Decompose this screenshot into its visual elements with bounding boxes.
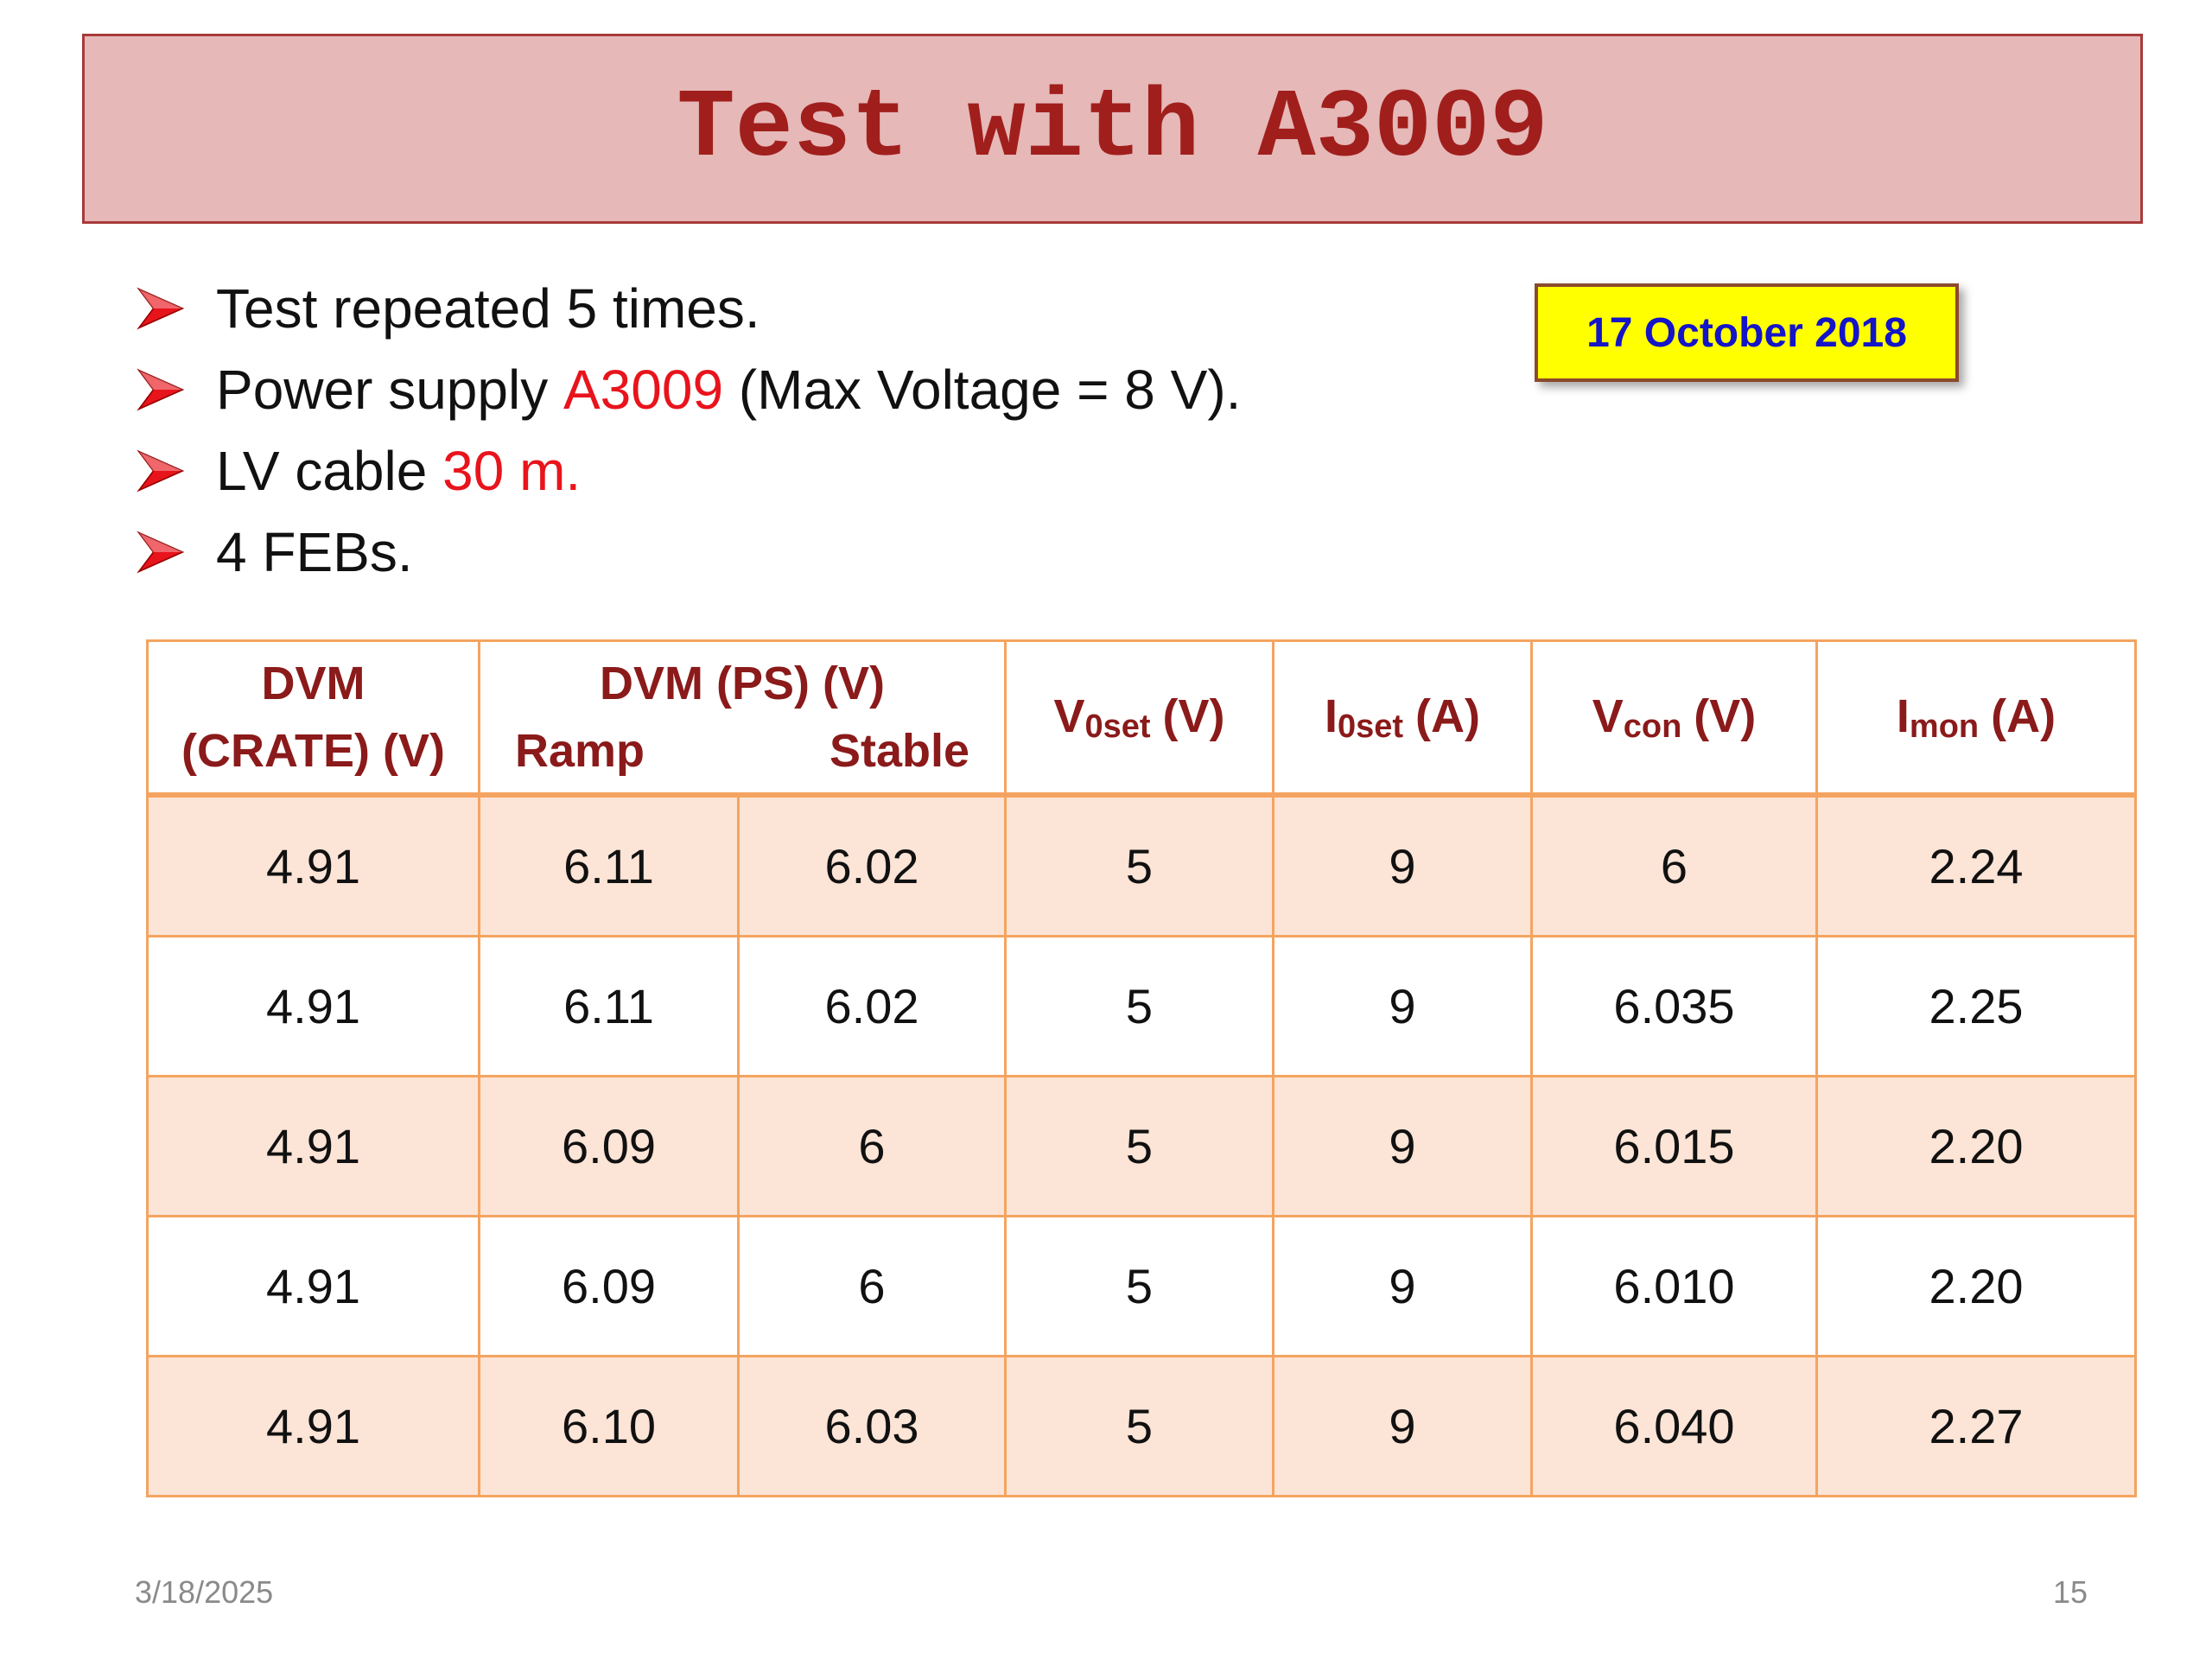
header-cell: DVM (CRATE) (V)	[146, 639, 480, 798]
table-cell: 4.91	[146, 793, 480, 938]
table-cell: 6.11	[478, 935, 740, 1077]
table-cell: 4.91	[146, 935, 480, 1077]
header-text: DVM	[261, 657, 365, 709]
header-text: DVM (PS) (V)	[600, 657, 885, 709]
table-row: 4.91 6.09 6 5 9 6.015 2.20	[146, 1075, 2137, 1217]
bullet-text: 30 m.	[442, 440, 582, 502]
results-table: DVM (CRATE) (V) DVM (PS) (V) Ramp Stable V0…	[146, 639, 2137, 1497]
header-text: Stable	[829, 725, 969, 777]
table-cell: 5	[1004, 1075, 1274, 1217]
header-subscript: con	[1623, 709, 1682, 746]
header-text: V	[1592, 690, 1624, 743]
bullet: Power supply A3009 (Max Voltage = 8 V).	[137, 349, 1241, 430]
table-cell: 6	[1530, 793, 1818, 938]
table-cell: 9	[1272, 1215, 1533, 1357]
title-banner: Test with A3009	[82, 34, 2143, 224]
footer-date: 3/18/2025	[135, 1574, 274, 1610]
bullet: LV cable 30 m.	[137, 430, 1241, 512]
bullet-text: LV cable	[216, 440, 443, 502]
table-cell: 5	[1004, 1355, 1274, 1497]
bullet-text: Power supply	[216, 359, 563, 421]
header-row: DVM (CRATE) (V) DVM (PS) (V) Ramp Stable V0…	[146, 639, 2137, 798]
table-row: 4.91 6.09 6 5 9 6.010 2.20	[146, 1215, 2137, 1357]
date-badge: 17 October 2018	[1535, 283, 1959, 382]
header-text: (A)	[1991, 690, 2056, 743]
table-cell: 6.040	[1530, 1355, 1818, 1497]
table-cell: 6.11	[478, 793, 740, 938]
header-text: (CRATE) (V)	[181, 725, 445, 777]
table-cell: 5	[1004, 935, 1274, 1077]
table-cell: 6.015	[1530, 1075, 1818, 1217]
table-cell: 9	[1272, 1075, 1533, 1217]
header-cell: Vcon (V)	[1530, 639, 1818, 798]
slide-title: Test with A3009	[677, 73, 1548, 184]
table-cell: 4.91	[146, 1075, 480, 1217]
bullet-list: Test repeated 5 times. Power supply A3009…	[137, 268, 1241, 593]
table-cell: 5	[1004, 793, 1274, 938]
table-row: 4.91 6.11 6.02 5 9 6 2.24	[146, 793, 2137, 938]
table-cell: 9	[1272, 1355, 1533, 1497]
table-cell: 6.035	[1530, 935, 1818, 1077]
page-number: 15	[2052, 1574, 2088, 1610]
table-cell: 9	[1272, 935, 1533, 1077]
header-text: (V)	[1162, 690, 1225, 743]
table-row: 4.91 6.10 6.03 5 9 6.040 2.27	[146, 1355, 2137, 1497]
bullet-text: 4 FEBs.	[216, 521, 413, 583]
bullet-arrow	[137, 287, 185, 330]
table-cell: 6.10	[478, 1355, 740, 1497]
table-cell: 6.03	[737, 1355, 1007, 1497]
bullet: 4 FEBs.	[137, 512, 1241, 593]
header-text: Ramp	[515, 725, 645, 777]
table-cell: 2.27	[1815, 1355, 2137, 1497]
table-cell: 2.24	[1815, 793, 2137, 938]
header-text: (V)	[1694, 690, 1757, 743]
table-cell: 2.20	[1815, 1075, 2137, 1217]
table-cell: 6	[737, 1215, 1007, 1357]
table-row: 4.91 6.11 6.02 5 9 6.035 2.25	[146, 935, 2137, 1077]
table-cell: 6	[737, 1075, 1007, 1217]
table-cell: 6.09	[478, 1215, 740, 1357]
header-cell: V0set (V)	[1004, 639, 1274, 798]
table-cell: 2.20	[1815, 1215, 2137, 1357]
header-text: V	[1053, 690, 1085, 743]
header-text: (A)	[1415, 690, 1481, 743]
table-cell: 6.09	[478, 1075, 740, 1217]
table-cell: 4.91	[146, 1355, 480, 1497]
header-subscript: mon	[1909, 709, 1980, 746]
bullet-text: A3009	[563, 359, 724, 421]
table-cell: 5	[1004, 1215, 1274, 1357]
header-cell: I0set (A)	[1272, 639, 1533, 798]
table-cell: 4.91	[146, 1215, 480, 1357]
bullet-arrow	[137, 449, 185, 493]
table-cell: 6.010	[1530, 1215, 1818, 1357]
header-subscript: 0set	[1337, 709, 1404, 746]
bullet-text: Test repeated 5 times.	[216, 277, 760, 340]
table-cell: 6.02	[737, 793, 1007, 938]
bullet-arrow	[137, 368, 185, 411]
header-subscript: 0set	[1084, 709, 1151, 746]
bullet: Test repeated 5 times.	[137, 268, 1241, 349]
header-cell: Imon (A)	[1815, 639, 2137, 798]
bullet-text: (Max Voltage = 8 V).	[723, 359, 1242, 421]
header-cell: DVM (PS) (V) Ramp Stable	[478, 639, 1007, 798]
header-text: I	[1896, 690, 1910, 743]
table-cell: 6.02	[737, 935, 1007, 1077]
bullet-arrow	[137, 531, 185, 574]
header-text: I	[1324, 690, 1338, 743]
table-cell: 2.25	[1815, 935, 2137, 1077]
table-cell: 9	[1272, 793, 1533, 938]
